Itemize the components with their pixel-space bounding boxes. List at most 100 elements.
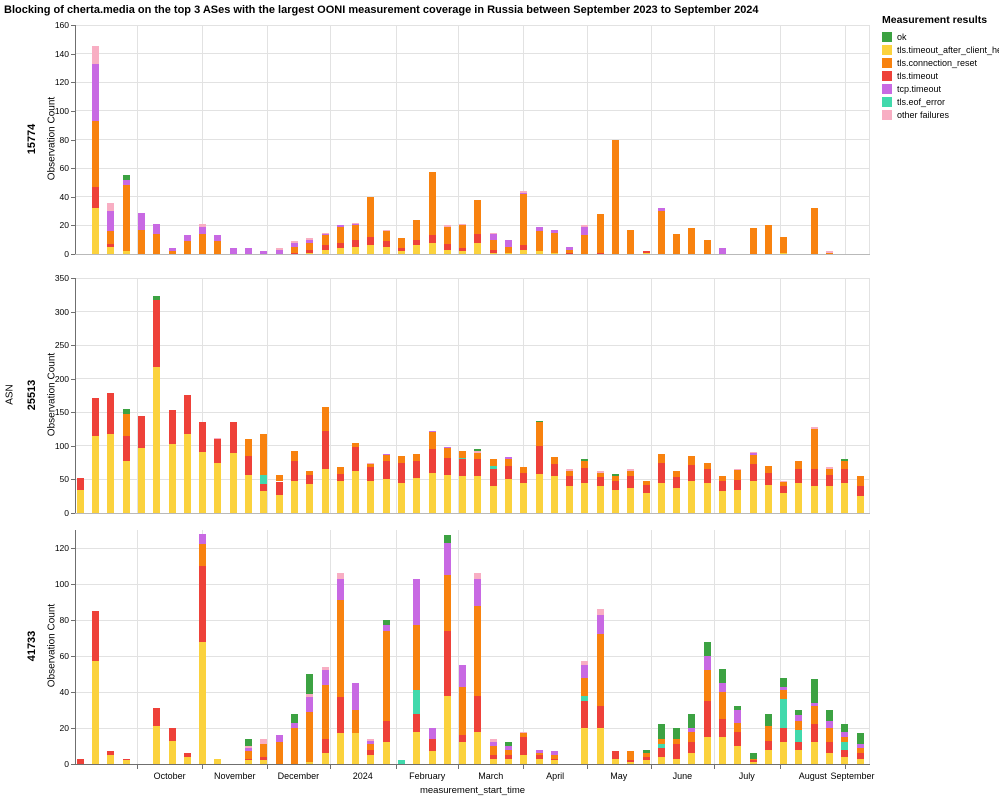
bar-segment-tls-timeout-after-client-hello xyxy=(443,474,451,513)
y-tick-mark xyxy=(71,345,75,347)
bar-segment-tls-connection-reset xyxy=(673,234,681,254)
bar-segment-tls-timeout-after-client-hello xyxy=(749,480,757,513)
y-gridline xyxy=(75,445,870,447)
bar-segment-tls-connection-reset xyxy=(336,600,344,698)
bar-segment-tcp-timeout xyxy=(183,235,191,242)
bar-segment-tls-timeout-after-client-hello xyxy=(596,728,604,764)
legend-label: tls.timeout xyxy=(897,71,939,81)
y-tick-label: 250 xyxy=(54,340,69,351)
month-gridline xyxy=(330,278,332,513)
bar-segment-tls-timeout xyxy=(856,753,864,759)
bar-segment-other-failures xyxy=(290,241,298,243)
bar-segment-tls-connection-reset xyxy=(749,228,757,254)
bar-segment-tls-timeout-after-client-hello xyxy=(367,755,375,764)
bar-segment-other-failures xyxy=(92,46,100,64)
bar-segment-tls-timeout xyxy=(673,744,681,759)
bar-segment-tls-timeout-after-client-hello xyxy=(795,749,803,764)
bar-segment-tls-connection-reset xyxy=(443,226,451,244)
bar-segment-tls-connection-reset xyxy=(826,728,833,743)
bar-segment-tls-timeout-after-client-hello xyxy=(719,737,726,764)
bar-segment-tls-timeout-after-client-hello xyxy=(367,481,375,513)
y-tick-label: 60 xyxy=(59,651,69,661)
bar-segment-tls-connection-reset xyxy=(290,246,298,253)
bar-segment-tcp-timeout xyxy=(92,63,100,121)
bar-segment-other-failures xyxy=(489,232,497,234)
y-tick-mark xyxy=(71,25,75,26)
bar-segment-tls-connection-reset xyxy=(627,470,635,477)
bar-segment-tls-timeout xyxy=(107,751,115,755)
bar-segment-tls-connection-reset xyxy=(780,236,788,253)
bar-segment-tcp-timeout xyxy=(352,683,359,710)
bar-segment-tls-timeout-after-client-hello xyxy=(581,728,589,764)
bar-segment-tls-timeout xyxy=(321,738,329,754)
bar-segment-tls-connection-reset xyxy=(688,731,696,743)
bar-segment-tls-connection-reset xyxy=(382,630,390,721)
bar-segment-tls-connection-reset xyxy=(504,246,512,253)
month-gridline xyxy=(780,278,781,513)
bar-segment-tls-timeout xyxy=(138,415,145,448)
x-tick-label: November xyxy=(214,771,256,781)
bar-segment-tls-eof-error xyxy=(841,742,849,750)
bar-segment-tls-timeout-after-client-hello xyxy=(413,245,421,254)
y-tick-label: 160 xyxy=(54,20,69,30)
bar-segment-tcp-timeout xyxy=(306,697,314,712)
bar-segment-tls-connection-reset xyxy=(856,476,864,487)
x-tick-label: April xyxy=(546,771,565,781)
bar-segment-other-failures xyxy=(382,229,390,232)
bar-segment-tls-eof-error xyxy=(657,744,665,748)
y-gridline xyxy=(75,619,870,621)
bar-segment-tls-timeout xyxy=(642,251,650,253)
bar-segment-tls-timeout xyxy=(566,476,574,487)
bar-segment-tls-connection-reset xyxy=(703,462,711,470)
bar-segment-tls-connection-reset xyxy=(550,755,558,759)
bar-segment-ok xyxy=(856,733,864,745)
bar-segment-tls-eof-error xyxy=(581,695,589,701)
bar-segment-other-failures xyxy=(520,731,528,734)
bar-segment-tls-timeout-after-client-hello xyxy=(290,480,298,513)
bar-segment-other-failures xyxy=(810,427,818,430)
bar-segment-tls-timeout xyxy=(856,486,864,497)
bar-segment-tls-timeout xyxy=(474,695,482,732)
legend-swatch-tls-connection-reset xyxy=(882,58,892,68)
month-gridline xyxy=(330,530,332,764)
bar-segment-tls-timeout-after-client-hello xyxy=(795,482,803,513)
x-tick-mark xyxy=(202,765,203,769)
y-tick-mark xyxy=(71,311,75,313)
bar-segment-tls-connection-reset xyxy=(138,229,145,254)
chart-title: Blocking of cherta.media on the top 3 AS… xyxy=(4,4,759,16)
month-gridline xyxy=(266,530,268,764)
bar-segment-tls-timeout-after-client-hello xyxy=(673,758,681,764)
bar-segment-tcp-timeout xyxy=(489,742,497,746)
bar-segment-tls-timeout-after-client-hello xyxy=(856,496,864,513)
bar-segment-tls-timeout xyxy=(703,469,711,483)
bar-segment-tls-timeout xyxy=(336,474,344,481)
bar-segment-tls-timeout-after-client-hello xyxy=(504,252,512,254)
bar-segment-tls-timeout xyxy=(459,459,467,477)
bar-segment-tls-timeout xyxy=(520,737,528,755)
bar-segment-other-failures xyxy=(474,573,482,579)
bar-segment-tcp-timeout xyxy=(229,248,237,254)
bar-segment-tls-timeout xyxy=(107,393,115,435)
bar-segment-other-failures xyxy=(260,738,268,745)
bar-segment-tls-timeout xyxy=(764,472,772,485)
bar-segment-ok xyxy=(306,674,314,694)
plot-area-15774 xyxy=(75,24,870,255)
bar-segment-tls-timeout xyxy=(764,740,772,750)
y-gridline xyxy=(75,311,870,313)
bar-segment-tls-timeout xyxy=(443,630,451,696)
bar-segment-tls-timeout-after-client-hello xyxy=(504,758,512,764)
y-tick-label: 200 xyxy=(54,373,69,384)
bar-segment-tls-timeout xyxy=(535,755,543,759)
bar-segment-tls-timeout-after-client-hello xyxy=(107,434,115,513)
bar-segment-tls-connection-reset xyxy=(382,231,390,242)
y-tick-label: 120 xyxy=(54,77,69,88)
legend-swatch-tcp-timeout xyxy=(882,84,892,94)
x-tick-mark xyxy=(780,765,781,769)
bar-segment-tcp-timeout xyxy=(504,746,512,750)
legend-swatch-tls-eof-error xyxy=(882,97,892,107)
y-gridline xyxy=(75,81,870,83)
bar-segment-tls-connection-reset xyxy=(810,208,818,254)
x-tick-label: May xyxy=(610,771,628,781)
legend-swatch-tls-timeout-after-client-hello xyxy=(882,45,892,55)
bar-segment-tls-connection-reset xyxy=(306,470,314,476)
